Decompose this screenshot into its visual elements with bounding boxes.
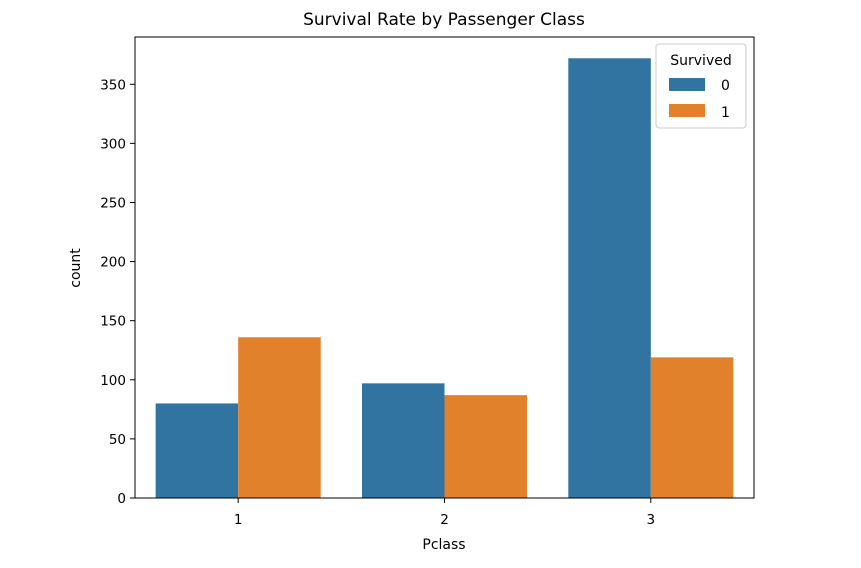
x-axis-ticks: 1 2 3 [234,498,655,528]
bar-pclass-1-survived-0 [155,403,239,498]
x-tick-label: 3 [647,512,656,528]
y-tick-label: 250 [100,195,126,211]
bar-pclass-1-survived-1 [238,337,321,498]
legend-swatch-survived-1 [669,104,705,117]
bar-pclass-2-survived-1 [444,395,528,498]
legend-label-survived-0: 0 [721,78,730,94]
y-tick-label: 0 [117,491,126,507]
plot-frame [134,36,755,499]
x-tick-label: 1 [234,512,243,528]
x-axis-label: Pclass [422,537,465,553]
y-tick-label: 200 [100,255,126,271]
bar-pclass-3-survived-1 [650,357,734,498]
legend-label-survived-1: 1 [721,105,730,121]
y-tick-label: 150 [100,314,126,330]
x-tick-label: 2 [440,512,449,528]
bar-pclass-2-survived-0 [361,383,445,498]
legend: Survived 0 1 [655,43,747,129]
y-tick-label: 100 [100,373,126,389]
legend-swatch-survived-0 [669,78,705,91]
bars-group [155,58,734,498]
y-tick-label: 50 [109,432,126,448]
bar-pclass-3-survived-0 [568,58,651,498]
y-axis-label: count [68,248,84,288]
chart-title: Survival Rate by Passenger Class [303,10,585,30]
y-axis-ticks: 0 50 100 150 200 250 300 350 [100,77,135,507]
y-tick-label: 300 [100,136,126,152]
legend-title: Survived [670,53,731,69]
y-tick-label: 350 [100,77,126,93]
